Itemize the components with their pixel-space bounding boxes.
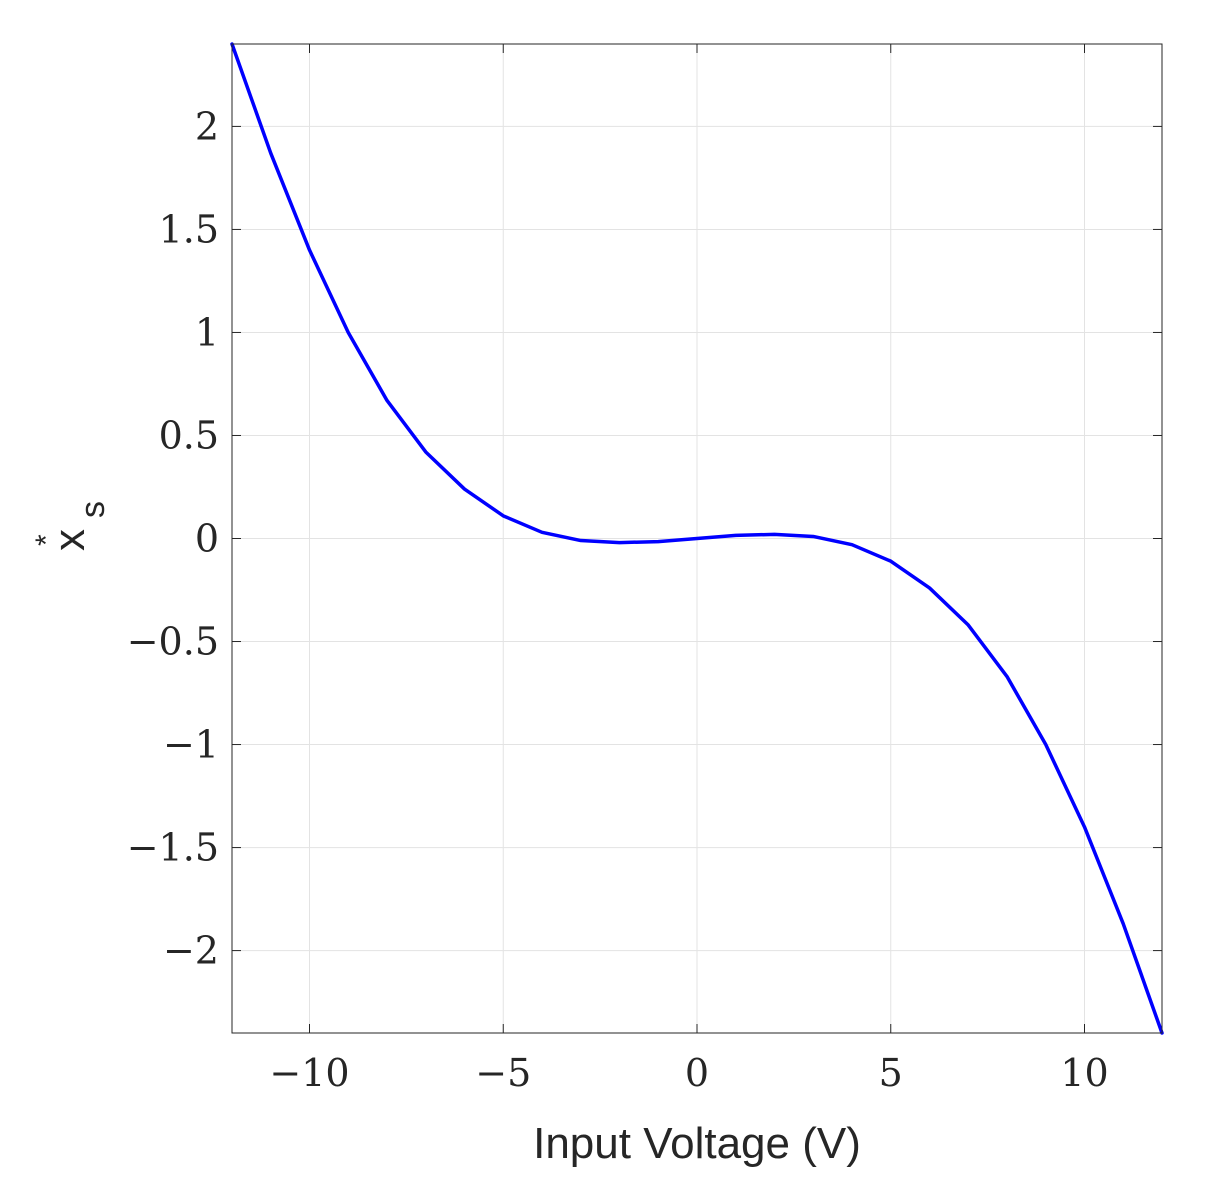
series-line — [230, 42, 1164, 1035]
y-tick-label: −1 — [163, 723, 219, 767]
x-tick-label: 10 — [1060, 1051, 1108, 1095]
y-tick-label: 1 — [195, 310, 219, 354]
y-tick-label: 0.5 — [159, 413, 219, 457]
y-tick-label: 2 — [195, 104, 219, 148]
y-axis-title-main: x — [45, 529, 94, 551]
y-tick-label: 0 — [195, 517, 219, 561]
svg-text:s: s — [74, 501, 112, 518]
x-tick-label: −10 — [269, 1051, 349, 1095]
y-tick-label: −1.5 — [127, 826, 219, 870]
ticks: −10 −5 0 5 10 2 1.5 1 0.5 0 −0.5 −1 −1.5 −2 — [127, 44, 1162, 1095]
y-axis-title-sub: s — [74, 501, 112, 518]
svg-text:x: x — [45, 529, 94, 551]
y-axis-title-sup: * — [30, 534, 63, 546]
x-tick-label: −5 — [475, 1051, 531, 1095]
svg-text:*: * — [30, 534, 63, 546]
x-tick-label: 0 — [685, 1051, 709, 1095]
y-tick-label: −0.5 — [127, 620, 219, 664]
series-layer — [230, 42, 1164, 1035]
y-axis-title: x s * — [30, 501, 112, 551]
y-tick-label: 1.5 — [159, 207, 219, 251]
x-tick-label: 5 — [879, 1051, 903, 1095]
y-tick-label: −2 — [163, 929, 219, 973]
x-axis-title: Input Voltage (V) — [533, 1119, 861, 1168]
